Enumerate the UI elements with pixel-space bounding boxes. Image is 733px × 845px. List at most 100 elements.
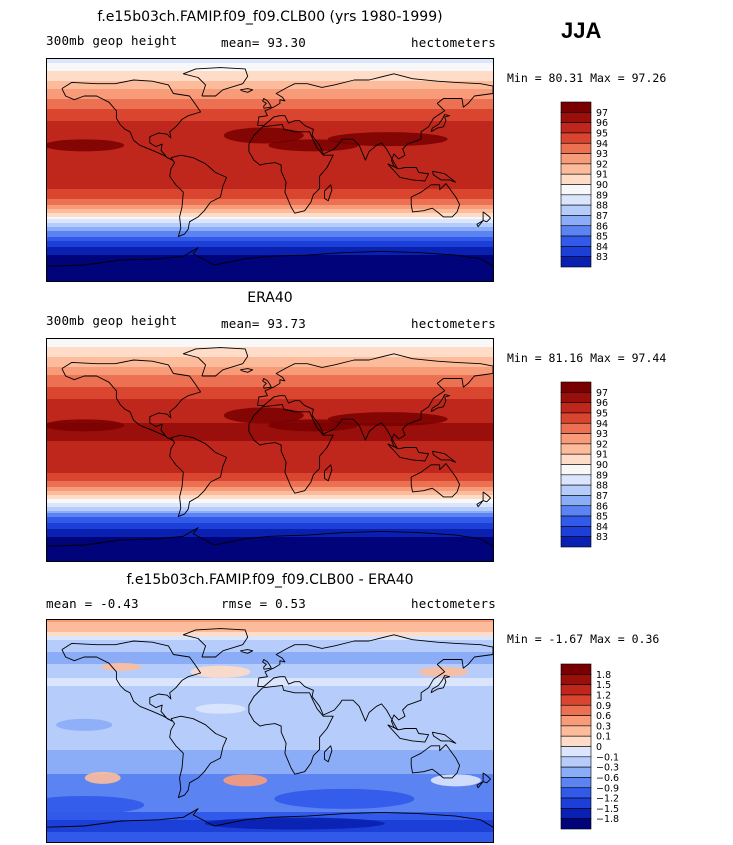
panel-1-band — [47, 195, 493, 198]
panel-2-colorbar-tick: 84 — [596, 522, 608, 533]
panel-1-band — [47, 219, 493, 222]
panel-2-band — [47, 547, 493, 550]
panel-2-band — [47, 369, 493, 372]
panel-2-band — [47, 395, 493, 398]
panel-3-band — [47, 748, 493, 751]
panel-2-band — [47, 441, 493, 444]
panel-3-band — [47, 730, 493, 733]
panel-2-colorbar-box — [560, 412, 592, 424]
panel-2-band — [47, 397, 493, 400]
panel-3-band — [47, 792, 493, 795]
panel-3-band — [47, 720, 493, 723]
panel-3-band — [47, 760, 493, 763]
panel-3-band — [47, 714, 493, 717]
panel-2-coast-madagascar — [324, 464, 333, 482]
panel-3-band — [47, 774, 493, 777]
panel-2-band — [47, 473, 493, 476]
panel-1-band — [47, 251, 493, 254]
panel-1-band — [47, 155, 493, 158]
panel-3-band — [47, 814, 493, 817]
panel-2-band — [47, 451, 493, 454]
panel-1-band — [47, 231, 493, 234]
panel-2-band — [47, 443, 493, 446]
panel-2-coast-africa — [248, 403, 334, 494]
panel-1-units: hectometers — [411, 35, 496, 50]
panel-1-band — [47, 123, 493, 126]
panel-2-bands — [47, 339, 493, 561]
panel-1-band — [47, 71, 493, 74]
panel-1-band — [47, 67, 493, 70]
panel-3-band — [47, 630, 493, 633]
panel-3-band — [47, 724, 493, 727]
panel-2-band — [47, 485, 493, 488]
panel-1-band — [47, 275, 493, 278]
panel-2-band — [47, 373, 493, 376]
panel-3-band — [47, 650, 493, 653]
panel-3-band — [47, 626, 493, 629]
panel-1-band — [47, 161, 493, 164]
panel-3-mean: mean = -0.43 — [46, 596, 139, 611]
panel-1-band — [47, 187, 493, 190]
panel-3-coast-north-america — [61, 640, 202, 722]
panel-2-colorbar-box — [560, 464, 592, 476]
panel-2-colorbar-box — [560, 495, 592, 507]
panel-3-band — [47, 644, 493, 647]
panel-2-band — [47, 339, 493, 342]
panel-3-band — [47, 698, 493, 701]
panel-2-band — [47, 389, 493, 392]
panel-2-band — [47, 431, 493, 434]
panel-1-coast-iceland — [240, 88, 254, 93]
panel-2-coast-japan — [430, 394, 451, 413]
panel-1-band — [47, 169, 493, 172]
panel-3-colorbar-tick: −1.8 — [596, 814, 619, 825]
panel-3-colorbar-box — [560, 725, 592, 737]
panel-2-colorbar-tick: 88 — [596, 481, 608, 492]
panel-3-colorbar-tick: 1.2 — [596, 690, 611, 701]
panel-2-colorbar-tick: 97 — [596, 388, 608, 399]
panel-2-variable: 300mb geop height — [46, 313, 178, 328]
panel-1-band — [47, 209, 493, 212]
panel-2-band — [47, 359, 493, 362]
panel-3-band — [47, 804, 493, 807]
panel-3-band — [47, 696, 493, 699]
panel-3-anomaly-blob — [190, 665, 251, 678]
panel-1-band — [47, 257, 493, 260]
panel-2-band — [47, 367, 493, 370]
panel-3-band — [47, 674, 493, 677]
panel-1-band — [47, 111, 493, 114]
panel-2-colorbar-tick: 95 — [596, 408, 608, 419]
panel-1-colorbar-tick: 96 — [596, 118, 608, 129]
panel-1-band — [47, 273, 493, 276]
panel-3-coast-australia — [410, 744, 461, 779]
panel-3-colorbar-box — [560, 766, 592, 778]
panel-1-band — [47, 173, 493, 176]
panel-2-band — [47, 471, 493, 474]
panel-1-colorbar-box — [560, 246, 592, 257]
panel-1-colorbar-box — [560, 163, 592, 175]
panel-2-band — [47, 505, 493, 508]
panel-3-band — [47, 806, 493, 809]
panel-3-band — [47, 654, 493, 657]
panel-3-colorbar-box — [560, 797, 592, 809]
panel-3-band — [47, 788, 493, 791]
panel-2-band — [47, 433, 493, 436]
panel-3-minmax: Min = -1.67 Max = 0.36 — [507, 632, 660, 646]
panel-3-band — [47, 620, 493, 623]
panel-3-colorbar-tick: −0.3 — [596, 763, 619, 774]
panel-3-band — [47, 690, 493, 693]
panel-1-band — [47, 269, 493, 272]
panel-1-colorbar-tick: 86 — [596, 221, 608, 232]
panel-1-colorbar-box — [560, 204, 592, 216]
panel-3-band — [47, 810, 493, 813]
panel-3-band — [47, 640, 493, 643]
panel-1-band — [47, 63, 493, 66]
panel-1-band — [47, 153, 493, 156]
panel-1-band — [47, 61, 493, 64]
panel-1-colorbar-tick: 93 — [596, 149, 608, 160]
panel-3-coast-new-guinea — [431, 731, 457, 744]
panel-1-colorbar-tick: 92 — [596, 159, 608, 170]
panel-2-colorbar-box — [560, 381, 592, 393]
panel-3-colorbar-box — [560, 674, 592, 685]
panel-2-band — [47, 385, 493, 388]
panel-3-anomaly-blob — [274, 788, 415, 809]
